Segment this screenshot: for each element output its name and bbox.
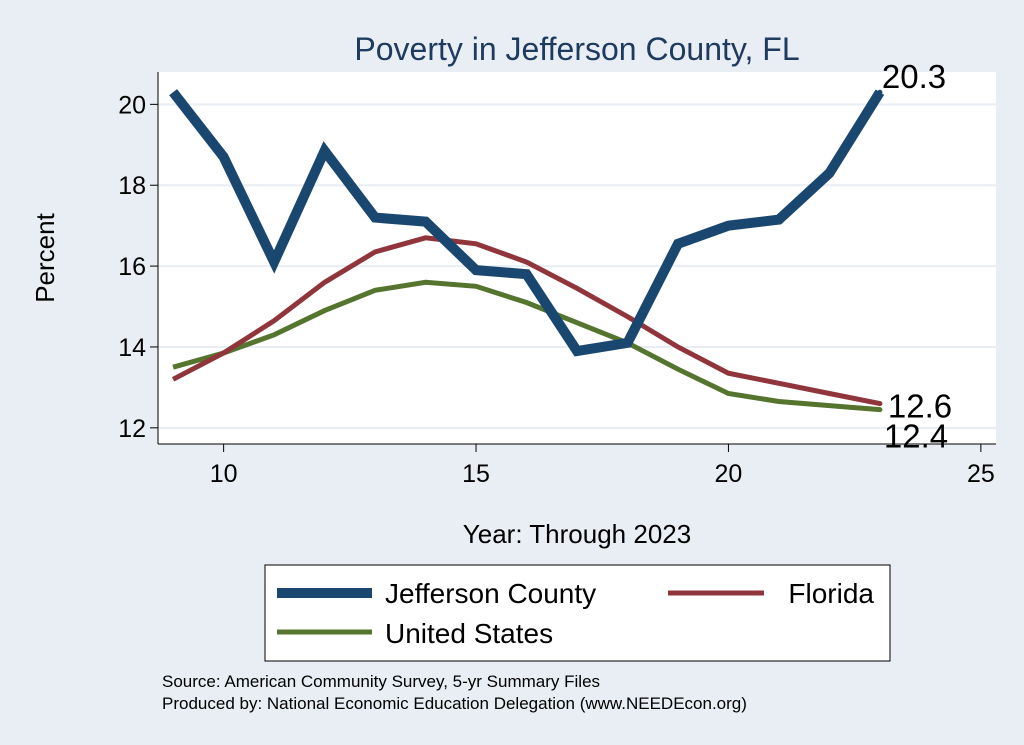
x-tick-label-15: 15	[462, 460, 490, 488]
plot-area	[158, 72, 996, 444]
y-axis-ticks: 12 14 16 18 20	[118, 91, 158, 443]
y-tick-label-20: 20	[118, 91, 146, 119]
series-line-united-states	[172, 279, 881, 413]
end-label-florida: 12.6	[888, 388, 952, 425]
series-line-florida	[171, 235, 881, 407]
x-tick-label-10: 10	[210, 460, 238, 488]
series-line-jefferson-county	[169, 89, 885, 357]
y-tick-label-12: 12	[118, 415, 146, 443]
series-lines	[169, 89, 885, 413]
legend: Jefferson County Florida United States	[264, 564, 891, 662]
y-tick-label-16: 16	[118, 253, 146, 281]
legend-label-united-states: United States	[385, 618, 553, 649]
source-note: Source: American Community Survey, 5-yr …	[162, 672, 600, 691]
y-tick-label-14: 14	[118, 334, 146, 362]
x-axis-title: Year: Through 2023	[463, 519, 691, 549]
end-point-jefferson-county	[877, 89, 883, 95]
end-value-labels: 20.3 12.612.4	[877, 58, 952, 455]
legend-label-florida: Florida	[788, 578, 874, 609]
x-axis-ticks: 10 15 20 25	[210, 444, 995, 488]
end-label-united-states: 12.4	[884, 418, 948, 455]
end-point-united-states	[877, 407, 883, 413]
x-tick-label-25: 25	[967, 460, 995, 488]
producer-note: Produced by: National Economic Education…	[162, 694, 747, 713]
chart-title: Poverty in Jefferson County, FL	[354, 31, 799, 67]
end-point-florida	[877, 401, 883, 407]
x-tick-label-20: 20	[715, 460, 743, 488]
y-tick-label-18: 18	[118, 172, 146, 200]
legend-box	[264, 564, 891, 662]
y-axis-title: Percent	[30, 212, 60, 302]
end-label-jefferson-county: 20.3	[882, 58, 946, 95]
legend-label-jefferson-county: Jefferson County	[385, 578, 596, 609]
